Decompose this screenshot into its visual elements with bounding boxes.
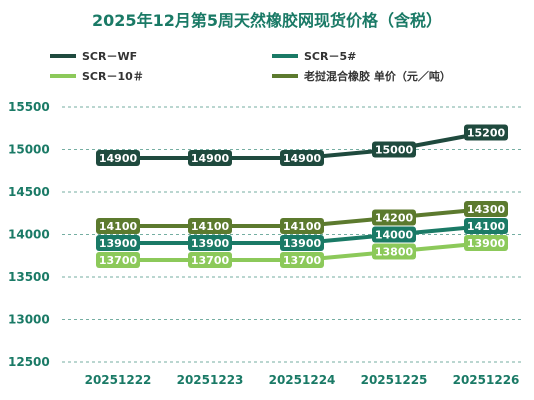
data-label-box (372, 141, 416, 158)
data-label-value: 14100 (191, 220, 230, 233)
data-label-value: 13900 (467, 237, 506, 250)
data-label: 14100 (464, 218, 508, 234)
data-label-box (188, 218, 232, 234)
data-label-box (188, 150, 232, 166)
chart-title: 2025年12月第5周天然橡胶网现货价格（含税） (92, 11, 442, 30)
x-axis: 20251222 20251223 20251224 20251225 20251226 (85, 373, 520, 387)
data-label: 14100 (96, 218, 140, 234)
x-tick-label: 20251225 (361, 373, 428, 387)
data-label: 13900 (96, 235, 140, 251)
data-label: 13900 (188, 235, 232, 251)
data-label-value: 13900 (99, 237, 138, 250)
data-label-value: 14100 (99, 220, 138, 233)
y-axis: 12500 13000 13500 14000 14500 15000 15500 (8, 100, 50, 369)
data-label: 14000 (372, 226, 416, 243)
data-label: 14200 (372, 209, 416, 226)
data-label: 14300 (464, 201, 508, 217)
data-label-box (464, 124, 508, 141)
data-label-value: 13900 (283, 237, 322, 250)
data-label-box (372, 243, 416, 260)
data-label: 13700 (96, 252, 140, 268)
data-label-value: 13800 (375, 246, 414, 259)
data-label-value: 14000 (375, 229, 414, 242)
data-label: 14100 (280, 218, 324, 234)
legend-label: SCR－10＃ (82, 70, 144, 83)
legend-label: SCR－5# (304, 50, 356, 63)
data-label: 14900 (96, 150, 140, 166)
data-label-box (280, 150, 324, 166)
data-label: 15200 (464, 124, 508, 141)
y-tick-label: 13500 (8, 270, 50, 284)
data-label-value: 13700 (191, 254, 230, 267)
data-label-box (96, 218, 140, 234)
data-label: 13900 (280, 235, 324, 251)
data-label-box (372, 226, 416, 243)
data-label-value: 13700 (283, 254, 322, 267)
data-label-value: 14900 (283, 152, 322, 165)
data-label-value: 14300 (467, 203, 506, 216)
x-tick-label: 20251224 (269, 373, 336, 387)
x-tick-label: 20251226 (453, 373, 520, 387)
x-tick-label: 20251222 (85, 373, 152, 387)
data-label: 15000 (372, 141, 416, 158)
data-label-box (464, 201, 508, 217)
data-labels: 14900 14900 14900 15000 15200 13900 13900 13900… (96, 124, 508, 268)
data-label-value: 14100 (283, 220, 322, 233)
data-label-box (96, 252, 140, 268)
y-tick-label: 12500 (8, 355, 50, 369)
data-label-box (280, 218, 324, 234)
data-label-value: 15000 (375, 144, 414, 157)
data-label-value: 13700 (99, 254, 138, 267)
data-label: 13700 (280, 252, 324, 268)
data-label-box (280, 252, 324, 268)
legend-label: 老挝混合橡胶 单价（元／吨） (303, 69, 451, 83)
data-label: 13900 (464, 235, 508, 251)
data-label: 14900 (280, 150, 324, 166)
data-label-value: 14900 (191, 152, 230, 165)
data-label-box (372, 209, 416, 226)
data-label-value: 14100 (467, 220, 506, 233)
data-label-value: 14900 (99, 152, 138, 165)
data-label-box (96, 235, 140, 251)
y-tick-label: 15000 (8, 143, 50, 157)
data-label-box (464, 218, 508, 234)
y-tick-label: 14000 (8, 228, 50, 242)
data-label-value: 15200 (467, 127, 506, 140)
legend-label: SCR－WF (82, 50, 137, 63)
data-label: 14900 (188, 150, 232, 166)
data-label: 13700 (188, 252, 232, 268)
data-label-box (188, 235, 232, 251)
y-tick-label: 15500 (8, 100, 50, 114)
data-label: 13800 (372, 243, 416, 260)
data-label: 14100 (188, 218, 232, 234)
data-label-value: 13900 (191, 237, 230, 250)
data-label-value: 14200 (375, 212, 414, 225)
y-tick-label: 13000 (8, 313, 50, 327)
y-tick-label: 14500 (8, 185, 50, 199)
data-label-box (464, 235, 508, 251)
data-label-box (188, 252, 232, 268)
x-tick-label: 20251223 (177, 373, 244, 387)
gridlines (62, 106, 522, 363)
legend: SCR－WF SCR－5# SCR－10＃ 老挝混合橡胶 单价（元／吨） (50, 50, 451, 83)
data-label-box (280, 235, 324, 251)
data-label-box (96, 150, 140, 166)
